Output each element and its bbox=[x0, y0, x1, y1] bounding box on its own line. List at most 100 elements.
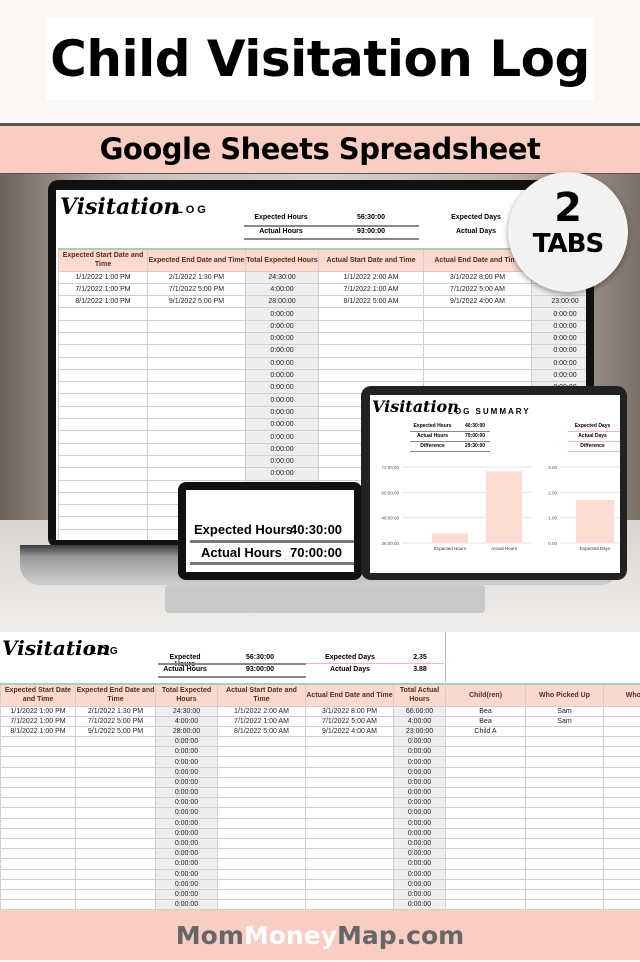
table-cell[interactable] bbox=[148, 308, 246, 320]
table-cell[interactable] bbox=[319, 320, 424, 332]
table-cell[interactable] bbox=[446, 818, 526, 828]
table-cell[interactable]: 7/1/2022 5:00 PM bbox=[76, 716, 156, 726]
table-cell[interactable] bbox=[446, 828, 526, 838]
table-cell[interactable]: Sam bbox=[526, 716, 604, 726]
table-cell[interactable]: Bea bbox=[446, 716, 526, 726]
table-cell[interactable] bbox=[604, 737, 640, 747]
table-cell[interactable] bbox=[1, 879, 76, 889]
table-cell[interactable]: 1/1/2022 2:00 AM bbox=[218, 706, 306, 716]
table-cell[interactable]: 23:00:00 bbox=[532, 296, 587, 308]
table-cell[interactable] bbox=[76, 757, 156, 767]
table-cell[interactable] bbox=[1, 859, 76, 869]
table-cell[interactable] bbox=[218, 849, 306, 859]
table-cell[interactable]: 0:00:00 bbox=[156, 869, 218, 879]
table-cell[interactable]: 0:00:00 bbox=[246, 443, 319, 455]
table-cell[interactable]: 8/1/2022 5:00 AM bbox=[218, 726, 306, 736]
table-cell[interactable]: 0:00:00 bbox=[394, 838, 446, 848]
table-cell[interactable]: 7/1/2022 1:00 AM bbox=[218, 716, 306, 726]
table-cell[interactable]: 0:00:00 bbox=[394, 828, 446, 838]
table-cell[interactable]: 0:00:00 bbox=[394, 818, 446, 828]
table-cell[interactable] bbox=[306, 737, 394, 747]
table-cell[interactable]: Bea bbox=[446, 706, 526, 716]
table-cell[interactable] bbox=[306, 869, 394, 879]
table-cell[interactable] bbox=[1, 788, 76, 798]
table-cell[interactable]: 0:00:00 bbox=[156, 737, 218, 747]
table-cell[interactable] bbox=[218, 879, 306, 889]
table-cell[interactable]: 7/1/2022 1:00 PM bbox=[59, 283, 148, 295]
table-cell[interactable] bbox=[59, 517, 148, 529]
table-cell[interactable] bbox=[424, 320, 532, 332]
table-cell[interactable] bbox=[526, 849, 604, 859]
table-cell[interactable] bbox=[526, 838, 604, 848]
table-cell[interactable] bbox=[59, 505, 148, 517]
table-cell[interactable] bbox=[604, 798, 640, 808]
table-cell[interactable] bbox=[604, 838, 640, 848]
table-cell[interactable] bbox=[604, 777, 640, 787]
table-cell[interactable]: 2/1/2022 1:30 PM bbox=[148, 271, 246, 283]
table-cell[interactable]: 7/1/2022 5:00 AM bbox=[424, 283, 532, 295]
table-cell[interactable] bbox=[218, 798, 306, 808]
column-header[interactable]: Expected Start Date and Time bbox=[1, 684, 76, 706]
table-cell[interactable] bbox=[218, 889, 306, 899]
table-cell[interactable] bbox=[526, 889, 604, 899]
table-cell[interactable] bbox=[1, 900, 76, 910]
table-cell[interactable]: 0:00:00 bbox=[246, 332, 319, 344]
table-cell[interactable]: 0:00:00 bbox=[532, 320, 587, 332]
table-cell[interactable] bbox=[59, 345, 148, 357]
table-cell[interactable] bbox=[446, 849, 526, 859]
table-cell[interactable] bbox=[218, 747, 306, 757]
table-cell[interactable]: 28:00:00 bbox=[156, 726, 218, 736]
table-cell[interactable] bbox=[76, 737, 156, 747]
table-cell[interactable]: 0:00:00 bbox=[394, 788, 446, 798]
table-cell[interactable] bbox=[306, 828, 394, 838]
column-header[interactable]: Expected Start Date and Time bbox=[59, 249, 148, 271]
table-cell[interactable]: 0:00:00 bbox=[394, 737, 446, 747]
table-cell[interactable] bbox=[148, 431, 246, 443]
table-cell[interactable] bbox=[76, 869, 156, 879]
column-header[interactable]: Who Picked Up bbox=[526, 684, 604, 706]
table-cell[interactable] bbox=[446, 777, 526, 787]
table-cell[interactable] bbox=[59, 406, 148, 418]
table-cell[interactable] bbox=[76, 849, 156, 859]
table-cell[interactable] bbox=[446, 747, 526, 757]
table-cell[interactable] bbox=[526, 900, 604, 910]
table-cell[interactable]: 23:00:00 bbox=[394, 726, 446, 736]
column-header[interactable]: Actual End Date and Time bbox=[306, 684, 394, 706]
table-cell[interactable] bbox=[306, 808, 394, 818]
table-cell[interactable] bbox=[526, 818, 604, 828]
table-cell[interactable] bbox=[59, 332, 148, 344]
table-cell[interactable] bbox=[526, 726, 604, 736]
table-cell[interactable]: 7/1/2022 5:00 PM bbox=[148, 283, 246, 295]
table-cell[interactable]: 0:00:00 bbox=[156, 849, 218, 859]
table-cell[interactable] bbox=[306, 747, 394, 757]
table-cell[interactable] bbox=[59, 369, 148, 381]
table-cell[interactable]: 9/1/2022 5:00 PM bbox=[148, 296, 246, 308]
table-cell[interactable] bbox=[1, 757, 76, 767]
table-cell[interactable] bbox=[218, 900, 306, 910]
table-cell[interactable] bbox=[446, 869, 526, 879]
table-cell[interactable] bbox=[446, 737, 526, 747]
table-cell[interactable] bbox=[424, 332, 532, 344]
table-cell[interactable]: 0:00:00 bbox=[246, 394, 319, 406]
table-cell[interactable] bbox=[526, 869, 604, 879]
table-cell[interactable] bbox=[59, 480, 148, 492]
table-cell[interactable] bbox=[59, 419, 148, 431]
table-cell[interactable] bbox=[604, 818, 640, 828]
table-cell[interactable] bbox=[306, 757, 394, 767]
table-cell[interactable] bbox=[446, 889, 526, 899]
table-cell[interactable]: 24:30:00 bbox=[156, 706, 218, 716]
table-cell[interactable]: 3/1/2022 8:00 PM bbox=[424, 271, 532, 283]
table-cell[interactable]: 0:00:00 bbox=[156, 859, 218, 869]
table-cell[interactable]: 0:00:00 bbox=[394, 777, 446, 787]
table-cell[interactable] bbox=[319, 369, 424, 381]
column-header[interactable]: Who Drop bbox=[604, 684, 640, 706]
table-cell[interactable] bbox=[76, 808, 156, 818]
table-cell[interactable] bbox=[526, 879, 604, 889]
table-cell[interactable] bbox=[604, 869, 640, 879]
column-header[interactable]: Total Expected Hours bbox=[246, 249, 319, 271]
table-cell[interactable]: 9/1/2022 4:00 AM bbox=[306, 726, 394, 736]
table-cell[interactable] bbox=[1, 777, 76, 787]
table-cell[interactable]: 7/1/2022 1:00 PM bbox=[1, 716, 76, 726]
table-cell[interactable] bbox=[1, 889, 76, 899]
table-cell[interactable]: 0:00:00 bbox=[394, 900, 446, 910]
